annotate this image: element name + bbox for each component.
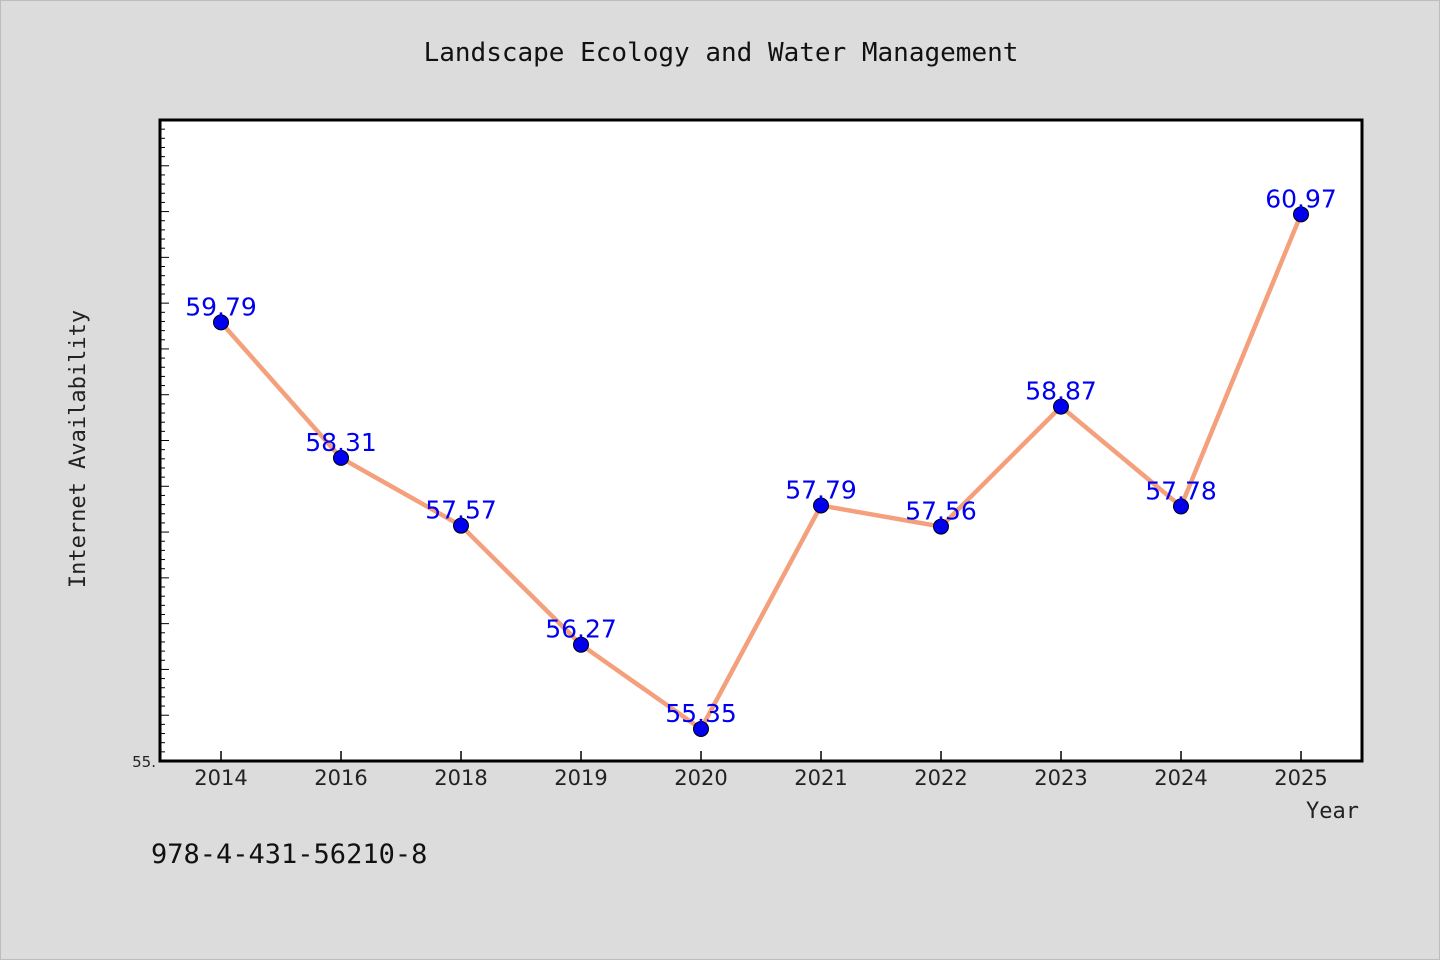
data-label: 57.56 bbox=[905, 497, 977, 526]
data-point-marker bbox=[1293, 206, 1309, 223]
data-label: 57.78 bbox=[1145, 476, 1217, 505]
data-point-marker bbox=[933, 518, 949, 535]
x-axis-tick-label: 2016 bbox=[314, 766, 367, 790]
x-axis-tick-label: 2023 bbox=[1034, 766, 1087, 790]
x-axis-tick-label: 2019 bbox=[554, 766, 607, 790]
data-point-marker bbox=[1173, 498, 1189, 515]
series-group: 59.79 58.31 57.57 56.27 55.35 57.79 57.56 58.87… bbox=[185, 184, 1337, 737]
data-point-marker bbox=[453, 517, 469, 534]
chart-title: Landscape Ecology and Water Management bbox=[424, 38, 1019, 68]
data-label: 60.97 bbox=[1265, 184, 1337, 213]
data-label: 57.57 bbox=[425, 496, 497, 525]
data-point-marker bbox=[693, 720, 709, 737]
data-point-marker bbox=[1053, 398, 1069, 415]
data-point-marker bbox=[813, 497, 829, 514]
data-point-marker bbox=[573, 636, 589, 653]
data-label: 56.27 bbox=[545, 615, 617, 644]
plot-area bbox=[158, 118, 1364, 763]
y-axis-tick-label-min: 55. bbox=[132, 753, 156, 771]
x-axis-tick-label: 2025 bbox=[1274, 766, 1327, 790]
x-axis-tick-labels: 2014 2016 2018 2019 2020 2021 2022 2023 2024 2025 bbox=[194, 766, 1327, 790]
data-point-marker bbox=[213, 314, 229, 331]
x-axis-ticks bbox=[220, 751, 1302, 761]
data-point-marker bbox=[333, 449, 349, 466]
x-axis-tick-label: 2020 bbox=[674, 766, 727, 790]
x-axis-tick-label: 2014 bbox=[194, 766, 247, 790]
data-label: 57.79 bbox=[785, 476, 857, 505]
y-axis-ticks bbox=[160, 119, 169, 762]
x-axis-tick-label: 2021 bbox=[794, 766, 847, 790]
y-axis-title: Internet Availability bbox=[66, 310, 91, 588]
data-label: 55.35 bbox=[665, 699, 737, 728]
x-axis-tick-label: 2022 bbox=[914, 766, 967, 790]
x-axis-tick-label: 2018 bbox=[434, 766, 487, 790]
data-label: 58.31 bbox=[305, 428, 377, 457]
data-label: 58.87 bbox=[1025, 377, 1097, 406]
x-axis-tick-label: 2024 bbox=[1154, 766, 1207, 790]
series-line bbox=[218, 212, 1304, 732]
x-axis-title: Year bbox=[1306, 799, 1359, 824]
footer-code: 978-4-431-56210-8 bbox=[151, 839, 427, 870]
data-label: 59.79 bbox=[185, 292, 257, 321]
